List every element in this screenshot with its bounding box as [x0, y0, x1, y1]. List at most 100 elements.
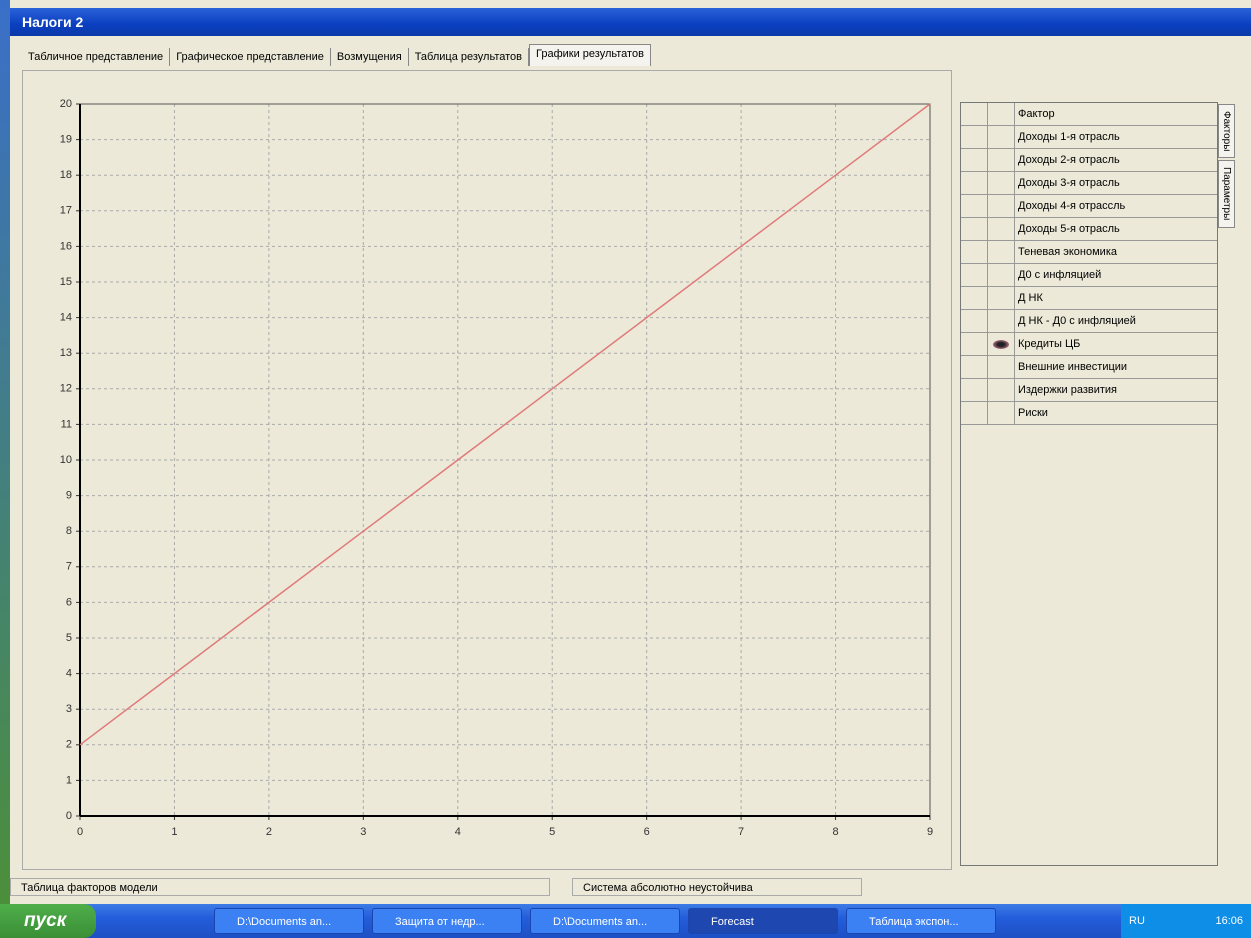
x-tick-label: 0 [77, 826, 83, 838]
y-tick-label: 5 [66, 632, 72, 644]
factor-label: Доходы 1-я отрасль [1015, 126, 1217, 148]
cell [988, 264, 1015, 286]
factor-row[interactable]: Теневая экономика [961, 241, 1217, 264]
start-button[interactable]: пуск [0, 904, 96, 938]
y-tick-label: 12 [60, 383, 72, 395]
cell [988, 379, 1015, 401]
factor-label: Доходы 3-я отрасль [1015, 172, 1217, 194]
cell [961, 103, 988, 125]
factor-label: Теневая экономика [1015, 241, 1217, 263]
cell [961, 218, 988, 240]
tab[interactable]: Графики результатов [529, 44, 651, 66]
cell [961, 149, 988, 171]
x-tick-label: 4 [455, 826, 461, 838]
screen: Налоги 2 Табличное представлениеГрафичес… [0, 0, 1251, 938]
cell [988, 310, 1015, 332]
cell [961, 126, 988, 148]
tab[interactable]: Таблица результатов [409, 48, 529, 66]
factor-label: Д0 с инфляцией [1015, 264, 1217, 286]
cell [961, 379, 988, 401]
cell [988, 333, 1015, 355]
y-tick-label: 2 [66, 739, 72, 751]
y-tick-label: 17 [60, 205, 72, 217]
cell [988, 356, 1015, 378]
side-tab[interactable]: Факторы [1218, 104, 1235, 158]
taskbar-item[interactable]: D:\Documents an... [214, 908, 364, 934]
y-tick-label: 3 [66, 703, 72, 715]
y-tick-label: 11 [61, 418, 72, 430]
side-tab[interactable]: Параметры [1218, 160, 1235, 227]
factor-label: Внешние инвестиции [1015, 356, 1217, 378]
factor-label: Кредиты ЦБ [1015, 333, 1217, 355]
y-tick-label: 4 [66, 668, 72, 680]
y-tick-label: 10 [60, 454, 72, 466]
cell [961, 241, 988, 263]
factor-label: Доходы 4-я отрассль [1015, 195, 1217, 217]
factor-row[interactable]: Доходы 4-я отрассль [961, 195, 1217, 218]
factor-row[interactable]: Доходы 3-я отрасль [961, 172, 1217, 195]
tab[interactable]: Графическое представление [170, 48, 331, 66]
factor-label: Д НК - Д0 с инфляцией [1015, 310, 1217, 332]
cell [988, 218, 1015, 240]
factor-row[interactable]: Доходы 1-я отрасль [961, 126, 1217, 149]
y-tick-label: 14 [60, 312, 72, 324]
factor-label: Д НК [1015, 287, 1217, 309]
factor-label: Риски [1015, 402, 1217, 424]
cell [988, 126, 1015, 148]
cell [961, 287, 988, 309]
cell [988, 287, 1015, 309]
y-tick-label: 6 [66, 596, 72, 608]
cell [961, 195, 988, 217]
window-title: Налоги 2 [10, 8, 1251, 36]
tray: RU 16:06 [1121, 904, 1251, 938]
factor-row[interactable]: Д0 с инфляцией [961, 264, 1217, 287]
factor-row[interactable]: Доходы 2-я отрасль [961, 149, 1217, 172]
taskbar-item[interactable]: Защита от недр... [372, 908, 522, 934]
factor-row[interactable]: Риски [961, 402, 1217, 425]
language[interactable]: RU [1129, 915, 1145, 927]
factor-row[interactable]: Издержки развития [961, 379, 1217, 402]
y-tick-label: 16 [60, 240, 72, 252]
taskbar-item[interactable]: D:\Documents an... [530, 908, 680, 934]
y-tick-label: 8 [66, 525, 72, 537]
x-tick-label: 1 [171, 826, 177, 838]
y-tick-label: 15 [60, 276, 72, 288]
factor-row[interactable]: Кредиты ЦБ [961, 333, 1217, 356]
taskbar-item[interactable]: Таблица экспон... [846, 908, 996, 934]
x-tick-label: 3 [360, 826, 366, 838]
status-pane: Таблица факторов модели [10, 878, 550, 896]
cell [961, 310, 988, 332]
factor-label: Издержки развития [1015, 379, 1217, 401]
factor-row[interactable]: Д НК [961, 287, 1217, 310]
cell [961, 402, 988, 424]
factor-row[interactable]: Доходы 5-я отрасль [961, 218, 1217, 241]
tab[interactable]: Возмущения [331, 48, 409, 66]
y-tick-label: 7 [66, 561, 72, 573]
y-tick-label: 19 [60, 134, 72, 146]
taskbar-items: D:\Documents an... Защита от недр... D:\Do… [206, 908, 996, 934]
taskbar: пуск D:\Documents an... Защита от недр...… [0, 904, 1251, 938]
eye-icon [993, 340, 1009, 349]
x-tick-label: 9 [927, 826, 933, 838]
y-tick-label: 9 [66, 490, 72, 502]
taskbar-item[interactable]: Forecast [688, 908, 838, 934]
cell [961, 333, 988, 355]
cell [988, 195, 1015, 217]
tab[interactable]: Табличное представление [22, 48, 170, 66]
y-tick-label: 18 [60, 169, 72, 181]
x-tick-label: 2 [266, 826, 272, 838]
factor-header: Фактор [1015, 103, 1217, 125]
y-tick-label: 1 [66, 774, 72, 786]
factor-label: Доходы 5-я отрасль [1015, 218, 1217, 240]
factor-header-row: Фактор [961, 103, 1217, 126]
x-tick-label: 5 [549, 826, 555, 838]
x-tick-label: 7 [738, 826, 744, 838]
cell [961, 356, 988, 378]
y-tick-label: 13 [60, 347, 72, 359]
factor-row[interactable]: Внешние инвестиции [961, 356, 1217, 379]
x-tick-label: 6 [644, 826, 650, 838]
factor-row[interactable]: Д НК - Д0 с инфляцией [961, 310, 1217, 333]
